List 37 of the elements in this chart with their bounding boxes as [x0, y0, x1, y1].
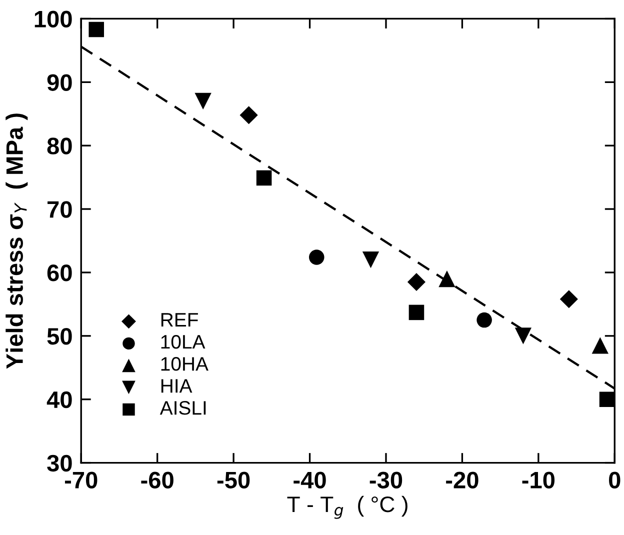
y-tick-label: 100: [34, 10, 72, 28]
y-tick-label: 40: [46, 391, 72, 408]
point: [438, 270, 456, 288]
point: [408, 304, 424, 320]
x-tick-label: -50: [217, 472, 250, 488]
point: [599, 392, 615, 407]
legend-label: HIA: [161, 379, 192, 393]
legend-label: REF: [161, 313, 198, 327]
y-tick-label: 30: [47, 454, 72, 472]
point: [308, 250, 324, 265]
point: [194, 92, 212, 110]
point: [560, 290, 578, 308]
y-tick-label: 60: [47, 264, 72, 282]
y-tick-label: 80: [47, 138, 72, 154]
point: [407, 272, 426, 292]
legend-label: AISLI: [160, 401, 206, 415]
x-tick-label: -60: [141, 472, 174, 488]
legend-label: 10LA: [161, 334, 206, 349]
y-axis-title: Yield stress σ$_{Y}$ ( MPa ): [6, 114, 28, 369]
legend-label: 10HA: [161, 356, 208, 371]
x-tick-label: -20: [446, 472, 478, 488]
point: [240, 106, 258, 124]
point: [514, 328, 532, 344]
y-tick-label: 90: [47, 74, 72, 91]
x-tick-label: -40: [294, 472, 326, 488]
point: [592, 337, 608, 354]
x-axis-title: T - T$_{g}$ ( °C ): [287, 496, 408, 519]
point: [362, 251, 380, 268]
x-tick-label: -10: [522, 472, 555, 488]
y-tick-label: 50: [47, 328, 72, 345]
point: [88, 22, 104, 38]
point: [256, 170, 272, 186]
x-tick-label: -70: [64, 472, 98, 488]
y-tick-label: 70: [48, 201, 72, 218]
point: [476, 312, 492, 328]
x-tick-label: -30: [370, 472, 402, 488]
x-tick-label: 0: [609, 472, 620, 488]
